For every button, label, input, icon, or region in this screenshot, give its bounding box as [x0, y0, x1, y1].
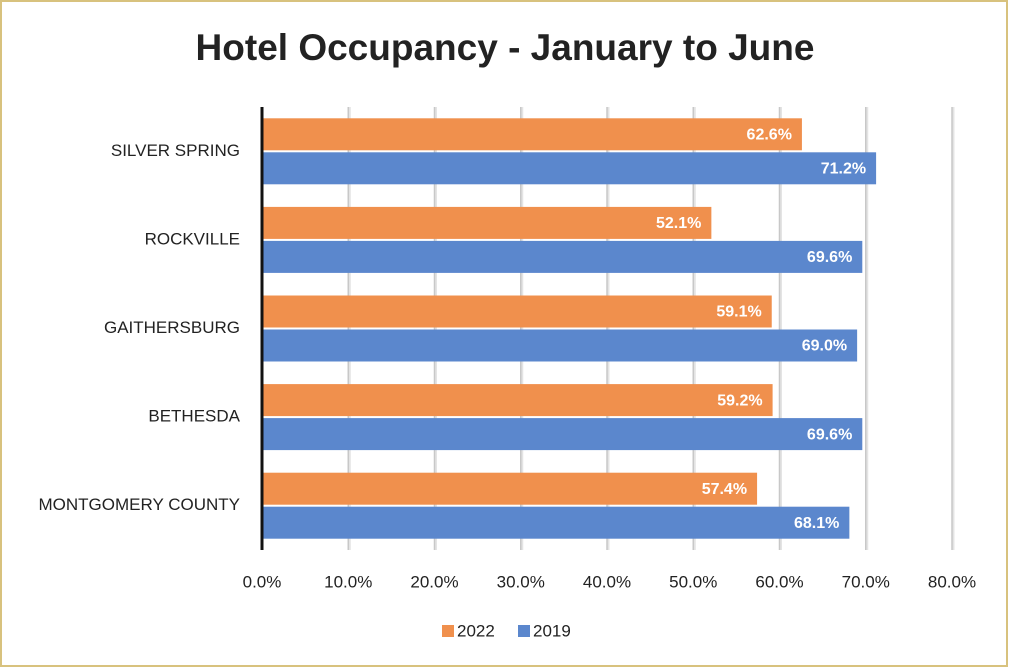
data-label: 62.6%	[747, 127, 792, 144]
legend-swatch	[442, 625, 454, 637]
data-label: 71.2%	[821, 161, 866, 178]
chart-title: Hotel Occupancy - January to June	[196, 27, 815, 68]
data-label: 69.0%	[802, 338, 847, 355]
x-tick-label: 30.0%	[497, 572, 545, 591]
y-tick-label: ROCKVILLE	[145, 229, 240, 248]
bar	[262, 152, 877, 185]
bar	[262, 472, 758, 505]
y-tick-label: BETHESDA	[148, 407, 240, 426]
legend-label: 2019	[533, 621, 571, 640]
x-tick-label: 0.0%	[243, 572, 282, 591]
bar	[262, 240, 863, 273]
x-tick-label: 40.0%	[583, 572, 631, 591]
legend-swatch	[518, 625, 530, 637]
data-label: 52.1%	[656, 215, 701, 232]
data-label: 68.1%	[794, 515, 839, 532]
data-label: 59.1%	[716, 304, 761, 321]
data-label: 69.6%	[807, 426, 852, 443]
bar	[262, 295, 772, 328]
bar	[262, 329, 858, 362]
data-label: 69.6%	[807, 249, 852, 266]
bar	[262, 118, 802, 151]
bar	[262, 506, 850, 539]
bar	[262, 384, 773, 417]
x-tick-label: 80.0%	[928, 572, 976, 591]
x-tick-label: 10.0%	[324, 572, 372, 591]
x-tick-label: 50.0%	[669, 572, 717, 591]
data-label: 57.4%	[702, 481, 747, 498]
x-tick-label: 70.0%	[842, 572, 890, 591]
x-tick-label: 20.0%	[410, 572, 458, 591]
bar	[262, 206, 712, 239]
data-label: 59.2%	[717, 392, 762, 409]
bar	[262, 418, 863, 451]
y-tick-label: MONTGOMERY COUNTY	[39, 495, 241, 514]
y-tick-label: GAITHERSBURG	[104, 318, 240, 337]
y-tick-label: SILVER SPRING	[111, 141, 240, 160]
legend-label: 2022	[457, 621, 495, 640]
x-tick-label: 60.0%	[755, 572, 803, 591]
